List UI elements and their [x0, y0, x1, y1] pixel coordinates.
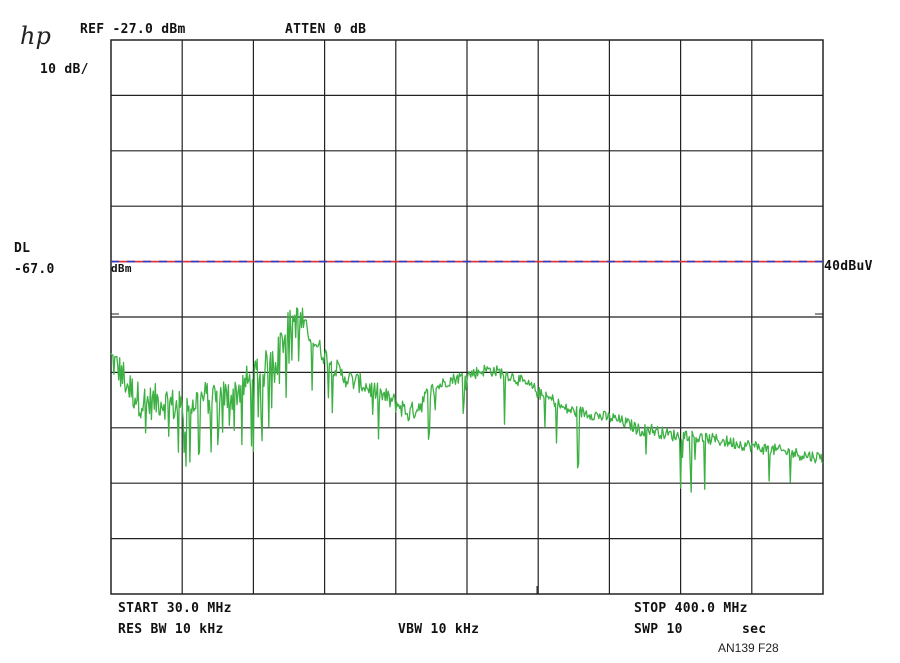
- resolution-bandwidth-label: RES BW 10 kHz: [118, 622, 224, 637]
- attenuation-label: ATTEN 0 dB: [285, 22, 367, 37]
- spectrum-trace: [110, 307, 824, 493]
- start-frequency-label: START 30.0 MHz: [118, 601, 232, 616]
- hp-logo: hp: [20, 22, 51, 50]
- scale-label: 10 dB/: [40, 62, 89, 77]
- display-line-label: DL: [14, 241, 31, 256]
- display-line-value: -67.0: [14, 262, 55, 277]
- sweep-time-unit: sec: [742, 622, 767, 637]
- video-bandwidth-label: VBW 10 kHz: [398, 622, 480, 637]
- figure-id: AN139 F28: [718, 641, 779, 655]
- sweep-time-label: SWP 10: [634, 622, 683, 637]
- ref-level-label: REF -27.0 dBm: [80, 22, 186, 37]
- limit-line-label: 40dBuV: [824, 259, 873, 274]
- stop-frequency-label: STOP 400.0 MHz: [634, 601, 748, 616]
- spectrum-trace-group: [110, 307, 824, 493]
- graticule: [110, 39, 824, 595]
- display-line-unit: dBm: [111, 262, 132, 275]
